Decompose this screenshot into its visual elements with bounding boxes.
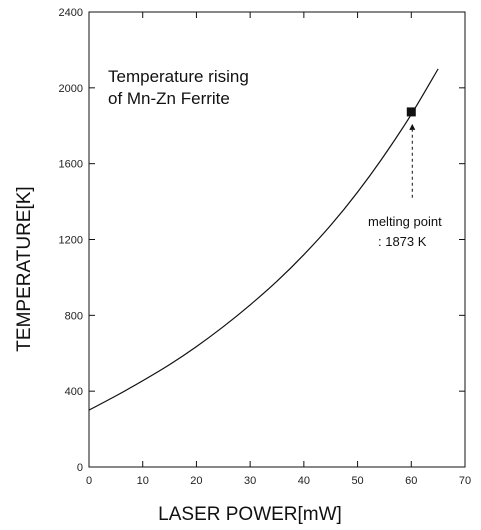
x-tick-label: 0	[86, 475, 92, 487]
x-tick-label: 40	[298, 475, 310, 487]
inset-label-line1: Temperature rising	[108, 67, 249, 86]
x-axis-title: LASER POWER[mW]	[158, 504, 342, 525]
x-tick-label: 20	[190, 475, 202, 487]
temperature-curve	[88, 68, 439, 411]
x-tick-label: 30	[244, 475, 256, 487]
y-axis: 0 400 800 1200 1600 2000 2400	[59, 7, 465, 474]
melting-point-marker	[406, 107, 416, 117]
x-tick-label: 50	[351, 475, 363, 487]
y-tick-label: 1600	[59, 159, 83, 171]
y-tick-label: 400	[65, 386, 83, 398]
y-tick-label: 2000	[59, 83, 83, 95]
x-tick-label: 60	[405, 475, 417, 487]
x-tick-label: 10	[137, 475, 149, 487]
y-tick-label: 2400	[59, 7, 83, 19]
x-axis: 0 10 20 30 40 50 60 70	[86, 12, 471, 487]
melting-point-label-line2: : 1873 K	[378, 234, 427, 249]
x-tick-label: 70	[459, 475, 471, 487]
inset-label-line2: of Mn-Zn Ferrite	[108, 89, 230, 108]
melting-point-label-line1: melting point	[368, 214, 442, 229]
y-axis-title: TEMPERATURE[K]	[14, 186, 35, 351]
y-tick-label: 1200	[59, 235, 83, 247]
y-tick-label: 0	[77, 462, 83, 474]
series-layer	[88, 68, 439, 411]
melting-point-arrowhead	[409, 123, 416, 130]
y-tick-label: 800	[65, 310, 83, 322]
